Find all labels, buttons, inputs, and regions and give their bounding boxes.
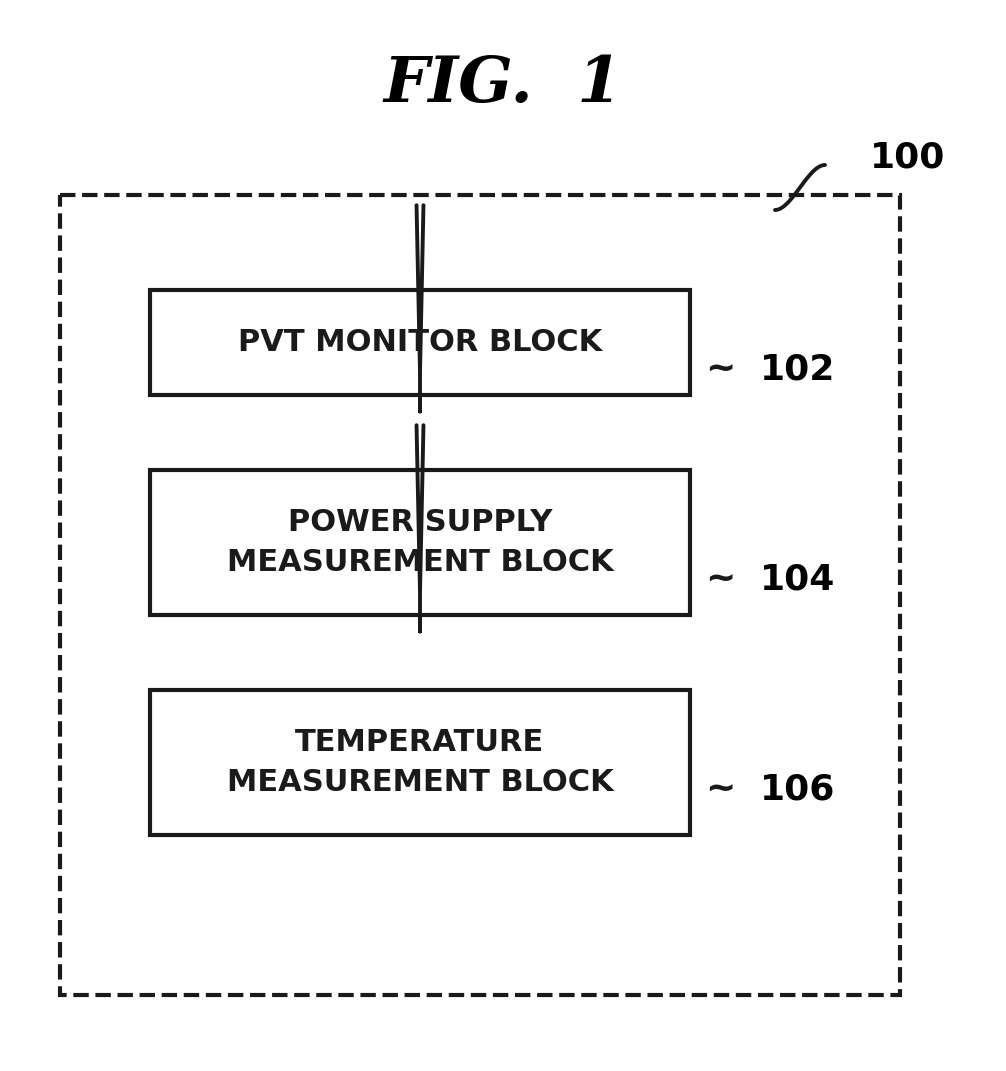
Text: 104: 104	[760, 563, 835, 597]
Bar	[150, 290, 690, 395]
Text: FIG.  1: FIG. 1	[383, 55, 623, 116]
Text: ~: ~	[705, 563, 735, 597]
Text: 102: 102	[760, 353, 835, 387]
Bar	[150, 470, 690, 615]
Text: PVT MONITOR BLOCK: PVT MONITOR BLOCK	[237, 328, 603, 357]
Bar	[60, 195, 900, 995]
Text: 100: 100	[870, 141, 946, 175]
Text: POWER SUPPLY
MEASUREMENT BLOCK: POWER SUPPLY MEASUREMENT BLOCK	[226, 508, 614, 577]
Text: TEMPERATURE
MEASUREMENT BLOCK: TEMPERATURE MEASUREMENT BLOCK	[226, 728, 614, 797]
Text: ~: ~	[705, 353, 735, 387]
Bar	[150, 690, 690, 835]
Text: 106: 106	[760, 773, 835, 808]
Text: ~: ~	[705, 773, 735, 808]
